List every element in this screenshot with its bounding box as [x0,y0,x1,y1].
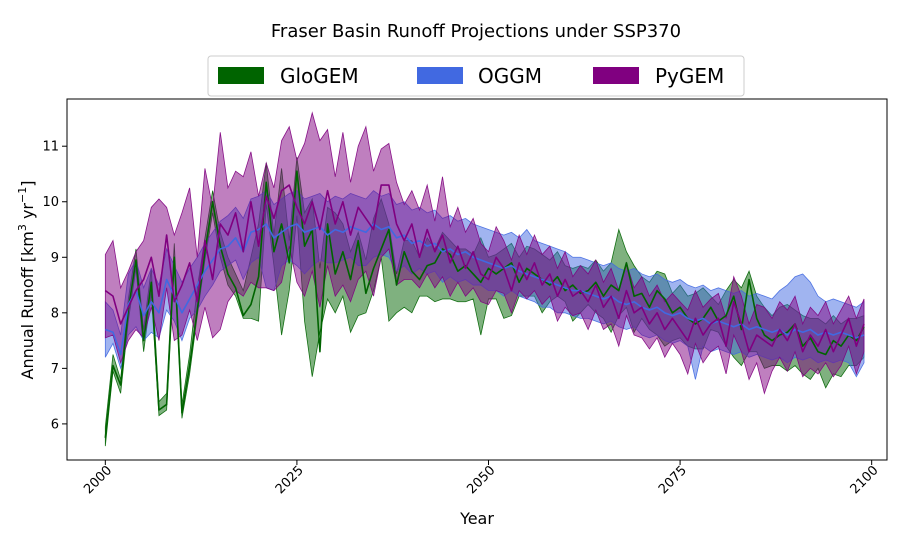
legend-label-oggm: OGGM [478,64,542,88]
legend-swatch-pygem [593,67,639,84]
y-tick-label: 8 [51,306,59,321]
x-tick-label: 2075 [656,463,690,497]
y-axis-label-sup2: −1 [16,187,29,203]
y-axis-label-mid: yr [18,203,37,225]
x-axis-ticks: 2000 2025 2050 2075 2100 [81,460,882,497]
series-mean-lines [104,170,865,438]
y-tick-label: 10 [42,195,59,210]
x-tick-label: 2100 [848,463,882,497]
legend-label-pygem: PyGEM [655,64,724,88]
x-tick-label: 2050 [464,463,498,497]
series-bands [104,111,865,447]
legend-label-glogem: GloGEM [280,64,359,88]
y-tick-label: 7 [51,362,59,377]
legend-swatch-glogem [218,67,264,84]
legend-box [207,55,745,97]
y-tick-label: 9 [51,251,59,266]
plot-frame [66,98,888,461]
band-pygem [104,111,865,395]
y-axis-label-main: Annual Runoff [km [18,231,37,379]
x-tick-label: 2025 [273,463,307,497]
x-tick-label: 2000 [81,463,115,497]
y-tick-label: 6 [51,417,59,432]
legend: GloGEM OGGM PyGEM [207,55,745,97]
y-axis-label: Annual Runoff [km3 yr−1] [16,181,37,380]
y-axis-ticks: 6 7 8 9 10 11 [42,140,67,432]
mean-line-oggm [105,223,865,356]
legend-swatch-oggm [417,67,463,84]
y-tick-label: 11 [42,140,59,155]
chart-title: Fraser Basin Runoff Projections under SS… [271,21,681,42]
y-axis-label-sup1: 3 [16,224,29,231]
mean-line-pygem [104,184,865,353]
y-axis-label-end: ] [18,181,37,187]
x-axis-label: Year [459,509,494,528]
